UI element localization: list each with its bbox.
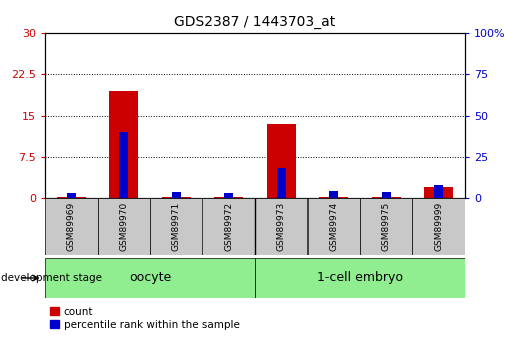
- Bar: [203, 198, 255, 255]
- Text: GSM89972: GSM89972: [224, 202, 233, 251]
- Bar: [172, 192, 181, 198]
- Text: 1-cell embryo: 1-cell embryo: [317, 272, 403, 285]
- Text: oocyte: oocyte: [129, 272, 171, 285]
- Text: GSM89975: GSM89975: [382, 202, 391, 251]
- Bar: [97, 198, 150, 255]
- Bar: [119, 132, 128, 198]
- Text: GSM89970: GSM89970: [119, 202, 128, 251]
- Title: GDS2387 / 1443703_at: GDS2387 / 1443703_at: [174, 15, 336, 29]
- Bar: [45, 258, 255, 298]
- Text: GSM89999: GSM89999: [434, 202, 443, 251]
- Text: development stage: development stage: [1, 273, 102, 283]
- Bar: [267, 124, 296, 198]
- Bar: [424, 187, 453, 198]
- Bar: [214, 197, 243, 198]
- Bar: [413, 198, 465, 255]
- Bar: [45, 198, 97, 255]
- Bar: [162, 197, 191, 198]
- Bar: [67, 193, 76, 198]
- Bar: [109, 91, 138, 198]
- Bar: [381, 192, 391, 198]
- Text: GSM89974: GSM89974: [329, 202, 338, 251]
- Bar: [329, 190, 338, 198]
- Bar: [224, 193, 233, 198]
- Bar: [57, 197, 86, 198]
- Text: GSM89969: GSM89969: [67, 202, 76, 251]
- Bar: [319, 197, 348, 198]
- Bar: [277, 168, 286, 198]
- Text: GSM89973: GSM89973: [277, 202, 286, 251]
- Legend: count, percentile rank within the sample: count, percentile rank within the sample: [50, 307, 240, 330]
- Bar: [308, 198, 360, 255]
- Bar: [255, 258, 465, 298]
- Bar: [372, 197, 400, 198]
- Bar: [434, 185, 443, 198]
- Bar: [255, 198, 308, 255]
- Bar: [360, 198, 413, 255]
- Text: GSM89971: GSM89971: [172, 202, 181, 251]
- Bar: [150, 198, 203, 255]
